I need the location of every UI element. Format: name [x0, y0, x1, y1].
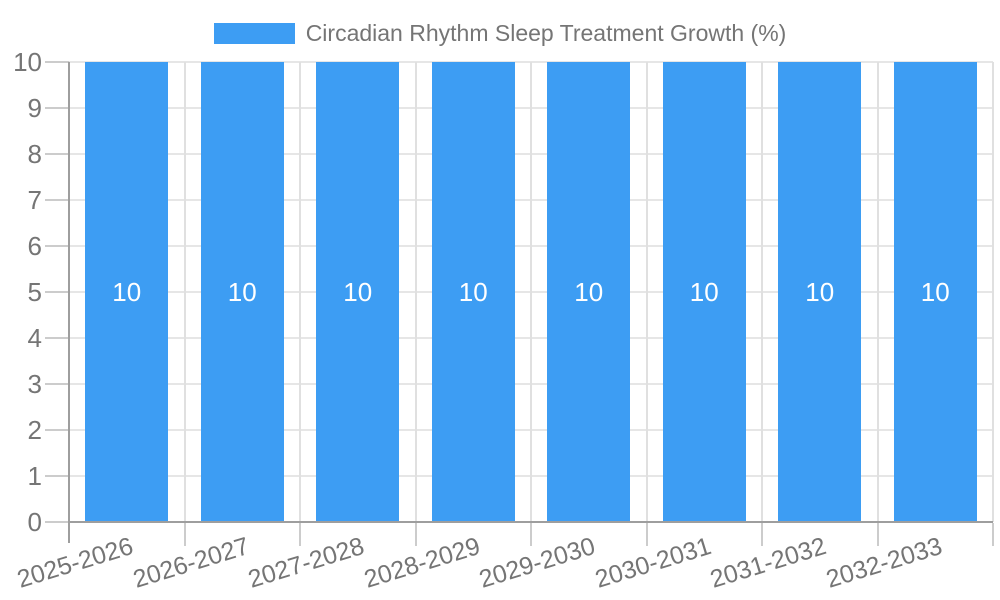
y-axis-tick — [45, 429, 69, 431]
bar-value-label: 10 — [112, 277, 142, 307]
y-axis-line — [68, 62, 70, 543]
y-axis-tick — [45, 245, 69, 247]
y-axis-tick-label: 10 — [13, 47, 42, 77]
legend-label: Circadian Rhythm Sleep Treatment Growth … — [305, 19, 787, 46]
bar-value-label: 10 — [689, 277, 719, 307]
y-axis-tick-label: 8 — [27, 139, 42, 169]
gridline-vertical — [876, 62, 879, 522]
y-axis-tick — [45, 199, 69, 201]
gridline-vertical — [414, 62, 417, 522]
x-axis-tick — [876, 523, 879, 546]
x-axis-category-label: 2025-2026 — [14, 532, 137, 594]
y-axis-tick — [45, 153, 69, 155]
x-axis-category-label: 2032-2033 — [822, 532, 946, 594]
bar[interactable]: 10 — [893, 62, 977, 522]
y-axis-tick — [45, 107, 69, 109]
x-axis-baseline — [69, 521, 993, 523]
gridline-vertical — [299, 62, 301, 522]
x-axis-tick — [530, 523, 532, 546]
bar[interactable]: 10 — [85, 62, 169, 522]
x-axis-tick — [645, 523, 648, 546]
y-axis-tick-label: 3 — [27, 369, 42, 399]
gridline-vertical — [992, 62, 994, 522]
y-axis-tick — [45, 475, 69, 477]
y-axis-tick-label: 6 — [27, 231, 42, 261]
y-axis-tick — [45, 337, 69, 339]
gridline-vertical — [530, 62, 532, 522]
gridline-vertical — [761, 62, 763, 522]
bar-value-label: 10 — [805, 277, 835, 307]
y-axis-tick — [45, 61, 69, 63]
y-axis-tick — [45, 383, 69, 385]
x-axis-tick — [299, 523, 301, 546]
y-axis-tick-label: 7 — [27, 185, 42, 215]
x-axis-category-label: 2030-2031 — [591, 532, 715, 594]
y-axis-tick-label: 1 — [27, 461, 42, 491]
x-axis-tick — [992, 523, 994, 546]
y-axis-tick-label: 5 — [27, 277, 42, 307]
x-axis-category-label: 2027-2028 — [245, 532, 368, 594]
x-axis-category-label: 2031-2032 — [707, 532, 830, 594]
y-axis-tick-label: 4 — [27, 323, 42, 353]
y-axis-tick-label: 9 — [27, 93, 42, 123]
bar-value-label: 10 — [458, 277, 488, 307]
x-axis-category-label: 2026-2027 — [129, 532, 253, 594]
y-axis-tick — [45, 521, 69, 523]
x-axis-category-label: 2028-2029 — [360, 532, 484, 594]
bar[interactable]: 10 — [431, 62, 515, 522]
bar-value-label: 10 — [343, 277, 373, 307]
bar[interactable]: 10 — [200, 62, 284, 522]
gridline-vertical — [645, 62, 648, 522]
y-axis-tick-label: 2 — [27, 415, 42, 445]
x-axis-tick — [414, 523, 417, 546]
legend: Circadian Rhythm Sleep Treatment Growth … — [0, 20, 1000, 46]
x-axis-category-label: 2029-2030 — [476, 532, 599, 594]
bar-value-label: 10 — [920, 277, 950, 307]
bar[interactable]: 10 — [778, 62, 862, 522]
y-axis-tick-label: 0 — [27, 507, 42, 537]
bar[interactable]: 10 — [662, 62, 746, 522]
y-axis-tick — [45, 291, 69, 293]
x-axis-tick — [183, 523, 186, 546]
bar[interactable]: 10 — [316, 62, 400, 522]
bar-value-label: 10 — [574, 277, 604, 307]
bar[interactable]: 10 — [547, 62, 631, 522]
legend-swatch — [213, 22, 295, 44]
x-axis-tick — [761, 523, 763, 546]
bar-value-label: 10 — [227, 277, 257, 307]
gridline-vertical — [183, 62, 186, 522]
